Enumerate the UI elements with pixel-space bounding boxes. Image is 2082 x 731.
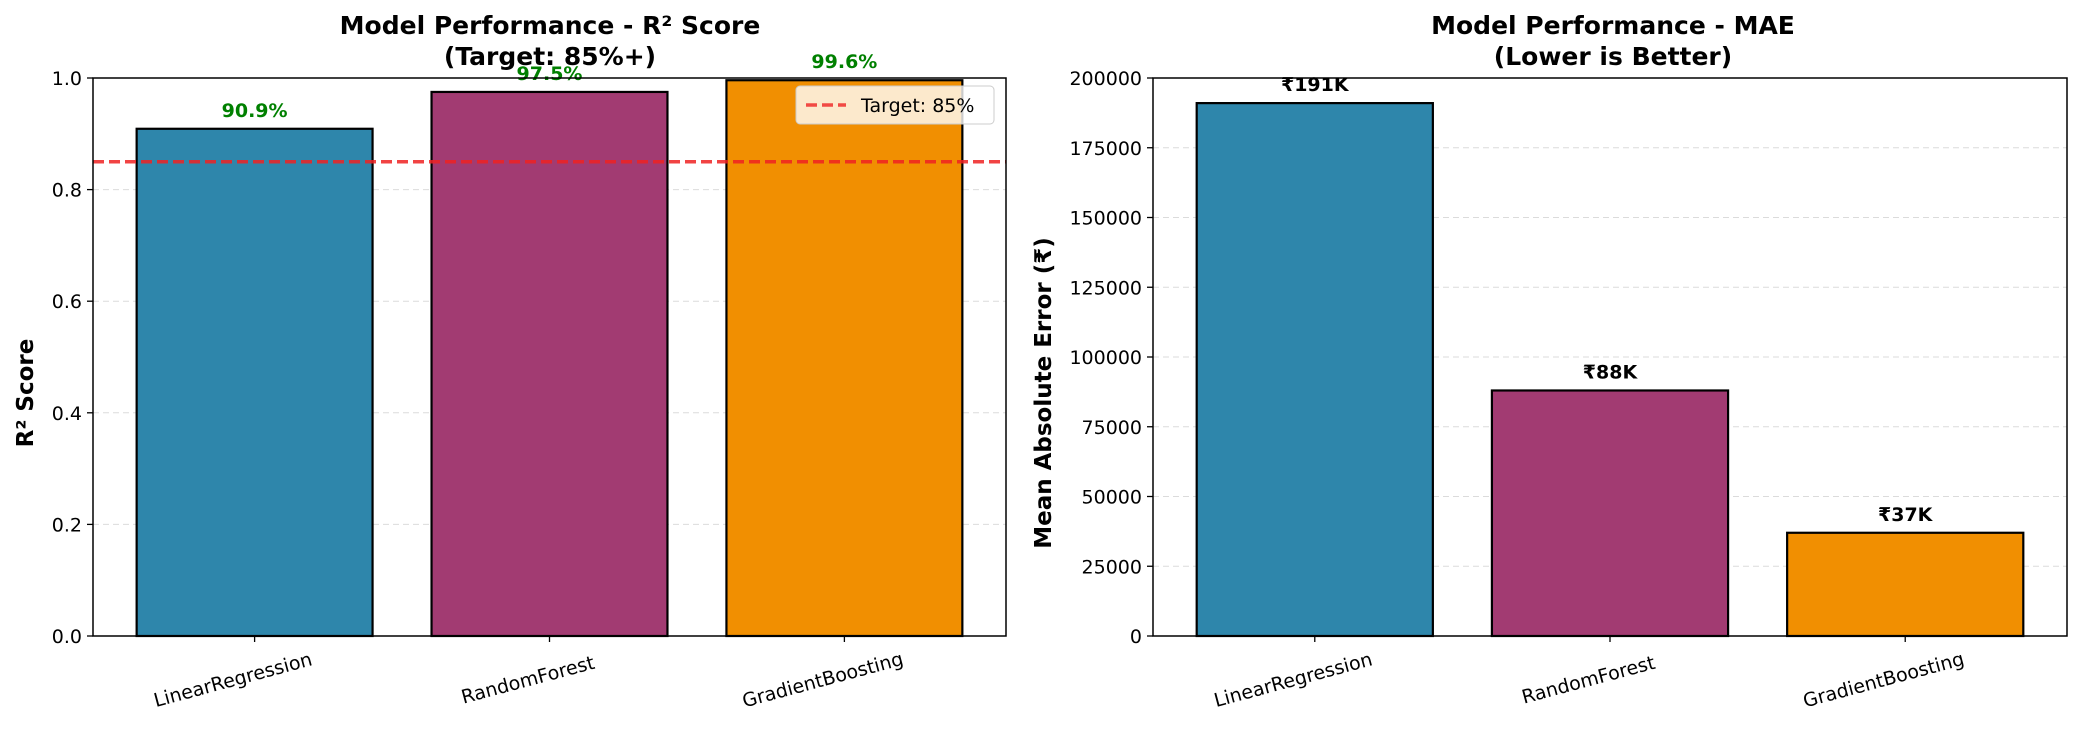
mae-y-tick-label: 175000 — [1069, 138, 1142, 160]
data-label-gradientboosting: 99.6% — [811, 51, 877, 73]
r2-x-tick-label-gradientboosting: GradientBoosting — [740, 648, 906, 712]
data-label-randomforest: 97.5% — [517, 63, 583, 85]
mae-y-axis-label: Mean Absolute Error (₹) — [1031, 237, 1057, 549]
mae-x-tick-label-randomforest: RandomForest — [1519, 652, 1657, 709]
bar-linearregression — [135, 127, 374, 638]
mae-y-tick-label: 0 — [1130, 626, 1142, 648]
r2-y-tick-label: 0.6 — [52, 291, 82, 313]
mae-y-tick-label: 75000 — [1082, 417, 1142, 439]
legend-box — [795, 85, 995, 125]
mae-bars — [1195, 102, 2025, 638]
r2-y-ticks: 0.0 0.2 0.4 0.6 0.8 1.0 — [52, 68, 93, 648]
mae-chart: Model Performance - MAE (Lower is Better… — [1031, 11, 2068, 712]
mae-x-tick-label-gradientboosting: GradientBoosting — [1801, 648, 1967, 712]
r2-y-tick-label: 0.0 — [52, 626, 82, 648]
r2-x-ticks: LinearRegression RandomForest GradientBoos… — [151, 636, 906, 712]
bar-randomforest — [430, 90, 669, 638]
bar-randomforest — [1490, 389, 1730, 638]
r2-y-axis-label: R² Score — [13, 339, 39, 448]
mae-y-ticks: 0 25000 50000 75000 100000 125000 150000 175000… — [1069, 68, 1153, 648]
r2-x-tick-label-linearregression: LinearRegression — [151, 648, 314, 711]
r2-y-tick-label: 0.8 — [52, 180, 82, 202]
mae-y-tick-label: 25000 — [1082, 556, 1142, 578]
r2-y-tick-label: 0.4 — [52, 403, 82, 425]
data-label-randomforest: ₹88K — [1583, 361, 1639, 383]
r2-chart-subtitle: (Target: 85%+) — [444, 42, 656, 71]
r2-x-tick-label-randomforest: RandomForest — [459, 652, 597, 709]
data-label-linearregression: ₹191K — [1281, 74, 1350, 96]
bar-gradientboosting — [1786, 531, 2025, 638]
bar-gradientboosting — [725, 79, 964, 638]
mae-chart-subtitle: (Lower is Better) — [1494, 42, 1732, 71]
mae-x-ticks: LinearRegression RandomForest GradientBoos… — [1212, 636, 1967, 712]
r2-y-tick-label: 1.0 — [52, 68, 82, 90]
data-label-gradientboosting: ₹37K — [1878, 504, 1934, 526]
mae-y-tick-label: 125000 — [1069, 277, 1142, 299]
bar-linearregression — [1195, 102, 1434, 638]
mae-data-labels: ₹191K ₹88K ₹37K — [1281, 74, 1934, 526]
legend-target-label: Target: 85% — [860, 95, 974, 117]
mae-y-tick-label: 200000 — [1069, 68, 1142, 90]
data-label-linearregression: 90.9% — [222, 100, 288, 122]
r2-chart-title: Model Performance - R² Score — [340, 11, 761, 40]
mae-chart-title: Model Performance - MAE — [1431, 11, 1795, 40]
mae-y-tick-label: 150000 — [1069, 208, 1142, 230]
r2-score-chart: Model Performance - R² Score (Target: 85… — [13, 11, 1007, 712]
mae-y-tick-label: 100000 — [1069, 347, 1142, 369]
r2-bars — [135, 79, 964, 638]
r2-data-labels: 90.9% 97.5% 99.6% — [222, 51, 878, 122]
mae-y-tick-label: 50000 — [1082, 487, 1142, 509]
r2-y-tick-label: 0.2 — [52, 514, 82, 536]
r2-legend: Target: 85% — [795, 85, 995, 125]
mae-x-tick-label-linearregression: LinearRegression — [1212, 648, 1375, 711]
